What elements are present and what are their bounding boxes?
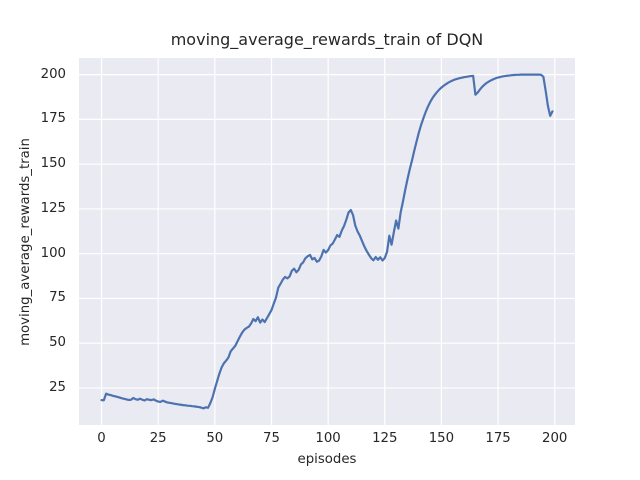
y-tick-label: 100	[40, 245, 66, 261]
x-tick-label: 200	[541, 431, 568, 446]
y-tick-label: 75	[49, 290, 66, 306]
x-tick-label: 50	[206, 431, 224, 446]
x-axis-label: episodes	[297, 452, 357, 467]
y-tick-label: 125	[40, 200, 66, 216]
y-tick-label: 150	[40, 156, 66, 172]
x-tick-label: 150	[428, 431, 455, 446]
y-tick-label: 50	[49, 335, 66, 351]
y-tick-label: 200	[40, 66, 66, 82]
series-line	[100, 73, 554, 410]
x-tick-label: 25	[149, 431, 167, 446]
x-tick-label: 125	[372, 431, 398, 446]
x-tick-label: 75	[263, 431, 280, 446]
chart-title: moving_average_rewards_train of DQN	[170, 30, 484, 49]
x-tick-label: 0	[97, 431, 106, 446]
x-tick-label: 175	[485, 431, 511, 446]
y-tick-label: 175	[40, 111, 66, 127]
y-tick-label: 25	[49, 379, 66, 395]
x-tick-label: 100	[315, 431, 341, 446]
plot-area	[79, 58, 575, 425]
